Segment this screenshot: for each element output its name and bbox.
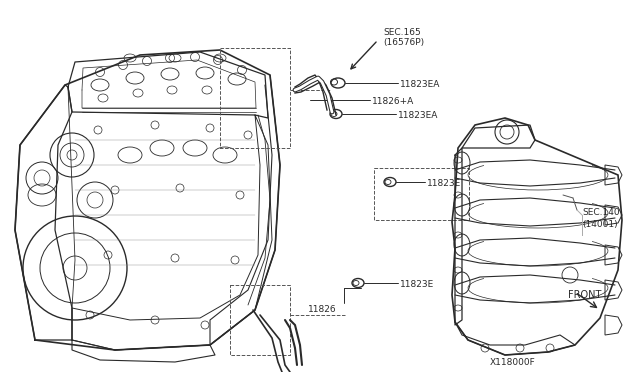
Bar bbox=[374, 168, 469, 220]
Text: 11823E: 11823E bbox=[427, 179, 461, 188]
Text: SEC.165: SEC.165 bbox=[383, 28, 420, 37]
Text: SEC.140: SEC.140 bbox=[582, 208, 620, 217]
Text: FRONT: FRONT bbox=[568, 290, 602, 300]
Text: 11823EA: 11823EA bbox=[400, 80, 440, 89]
Text: X118000F: X118000F bbox=[490, 358, 536, 367]
Text: (14001): (14001) bbox=[582, 220, 618, 229]
Text: (16576P): (16576P) bbox=[383, 38, 424, 47]
Text: 11826: 11826 bbox=[308, 305, 337, 314]
Text: 11823EA: 11823EA bbox=[398, 111, 438, 120]
Text: 11823E: 11823E bbox=[400, 280, 435, 289]
Text: 11826+A: 11826+A bbox=[372, 97, 414, 106]
